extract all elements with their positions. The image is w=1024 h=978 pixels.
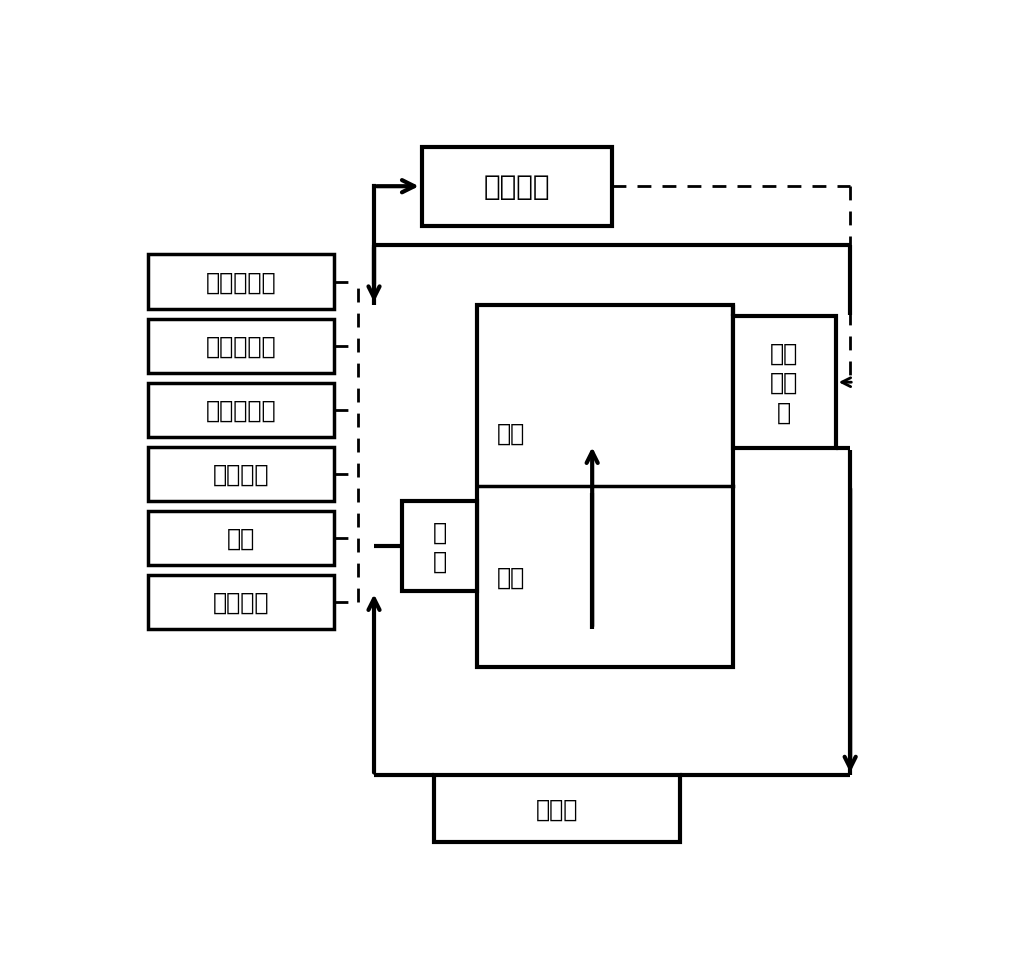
Text: 发动机负荷: 发动机负荷 [206, 334, 276, 358]
Text: 散热器: 散热器 [536, 797, 578, 821]
Bar [433, 776, 680, 842]
Bar [422, 148, 612, 227]
Text: 排气空燃比: 排气空燃比 [206, 398, 276, 422]
Bar [733, 317, 836, 449]
Text: 缸体: 缸体 [497, 564, 525, 589]
Bar [477, 305, 733, 667]
Text: 发动机转速: 发动机转速 [206, 270, 276, 294]
Bar [147, 383, 334, 437]
Bar [147, 319, 334, 374]
Text: 电子
节温
器: 电子 节温 器 [770, 341, 799, 424]
Text: 缸盖: 缸盖 [497, 422, 525, 446]
Text: 进气温度: 进气温度 [213, 463, 269, 486]
Text: 控制单元: 控制单元 [483, 173, 550, 201]
Text: 水
泵: 水 泵 [432, 519, 446, 573]
Bar [147, 511, 334, 565]
Text: 爆震信号: 爆震信号 [213, 591, 269, 614]
Text: 水温: 水温 [227, 526, 255, 551]
Bar [147, 575, 334, 630]
Bar [147, 447, 334, 502]
Bar [401, 502, 477, 592]
Bar [147, 255, 334, 309]
